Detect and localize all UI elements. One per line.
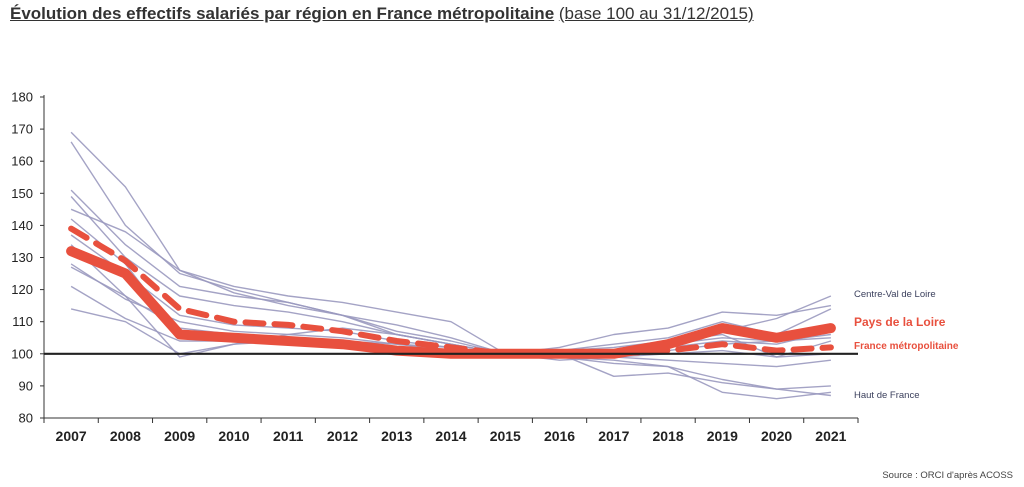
x-tick-label: 2007 [56,428,87,444]
x-tick-label: 2016 [544,428,575,444]
x-tick-label: 2018 [652,428,683,444]
x-tick-label: 2011 [273,428,304,444]
series-label-france-m-tropolitaine: France métropolitaine [854,341,959,352]
series-labels: Centre-Val de Loire Pays de la Loire Franc… [854,289,959,401]
y-tick-label: 120 [11,282,33,297]
series-label-pays-de-la-loire: Pays de la Loire [854,315,946,329]
x-tick-label: 2020 [761,428,792,444]
y-tick-label: 180 [11,90,33,105]
x-tick-label: 2017 [598,428,629,444]
series-label-haut-de-france: Haut de France [854,390,919,401]
chart-title-subtitle: (base 100 au 31/12/2015) [558,4,754,23]
x-tick-label: 2009 [164,428,195,444]
y-tick-label: 100 [11,346,33,361]
chart-title-main: Évolution des effectifs salariés par rég… [10,4,555,23]
y-tick-label: 140 [11,218,33,233]
x-tick-label: 2008 [110,428,141,444]
x-tick-label: 2010 [218,428,249,444]
y-tick-label: 150 [11,186,33,201]
x-tick-label: 2013 [381,428,412,444]
series-label-centre-val-de-loire: Centre-Val de Loire [854,289,936,300]
y-tick-label: 130 [11,250,33,265]
x-tick-label: 2012 [327,428,358,444]
x-tick-label: 2021 [815,428,846,444]
y-tick-label: 170 [11,122,33,137]
y-tick-label: 90 [19,378,33,393]
y-tick-label: 80 [19,411,33,426]
source-note: Source : ORCI d'après ACOSS [882,470,1013,481]
x-tick-label: 2014 [435,428,466,444]
series-line-region [70,189,831,361]
y-tick-label: 160 [11,154,33,169]
series-line-region [70,131,831,400]
series-line-france-m-tropolitaine [68,225,834,357]
axes: 80 90 100 110 120 130 140 150 160 170 180 2007 2008 2… [11,90,859,444]
x-tick-label: 2019 [707,428,738,444]
y-tick-label: 110 [12,314,33,329]
series-line-region [70,244,832,358]
x-tick-label: 2015 [490,428,521,444]
chart-title: Évolution des effectifs salariés par rég… [10,4,754,24]
